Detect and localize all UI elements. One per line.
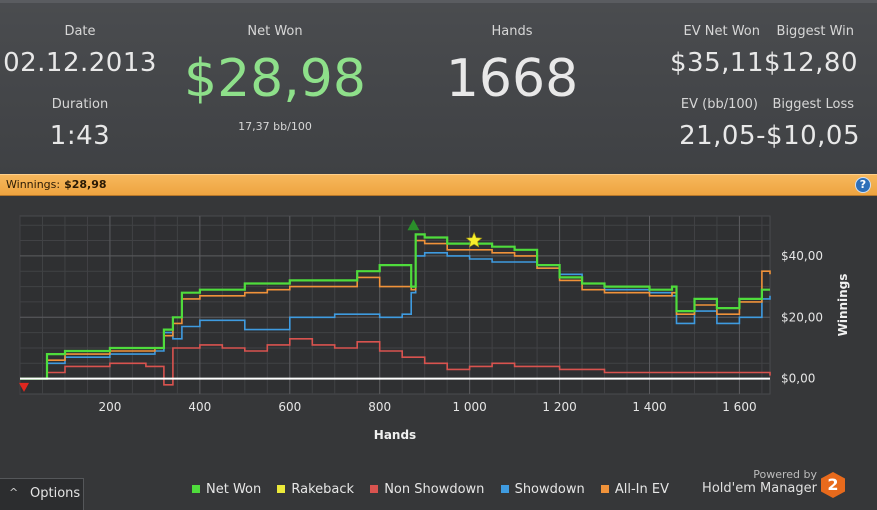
brand-name: Hold'em Manager bbox=[702, 481, 817, 496]
net-won-label: Net Won bbox=[247, 24, 303, 39]
x-axis-label: Hands bbox=[374, 428, 416, 442]
legend-non-showdown[interactable]: Non Showdown bbox=[370, 482, 484, 497]
winnings-strip: Winnings: $28,98 ? bbox=[0, 174, 877, 196]
chart-legend: Net Won Rakeback Non Showdown Showdown A… bbox=[192, 482, 681, 500]
chevron-up-icon: ^ bbox=[9, 486, 19, 499]
legend-swatch bbox=[277, 484, 286, 493]
star-marker-icon bbox=[465, 231, 483, 248]
winnings-strip-text: Winnings: $28,98 bbox=[6, 178, 107, 191]
biggest-loss-value: -$10,05 bbox=[756, 121, 860, 151]
legend-swatch bbox=[192, 484, 200, 493]
session-summary: Date 02.12.2013 Duration 1:43 Net Won $2… bbox=[0, 0, 877, 174]
net-won-value: $28,98 bbox=[184, 49, 366, 109]
legend-label: Non Showdown bbox=[384, 482, 485, 497]
powered-by-text: Powered by bbox=[753, 468, 817, 481]
x-tick-label: 1 600 bbox=[722, 400, 756, 414]
y-tick-label: $20,00 bbox=[781, 310, 823, 324]
y-tick-label: $40,00 bbox=[781, 249, 823, 263]
options-label: Options bbox=[30, 486, 81, 501]
x-tick-label: 200 bbox=[98, 400, 121, 414]
winnings-label: Winnings: bbox=[6, 178, 61, 191]
hands-label: Hands bbox=[491, 24, 533, 39]
biggest-win-label: Biggest Win bbox=[776, 24, 854, 39]
net-won-bb100: 17,37 bb/100 bbox=[238, 120, 312, 133]
x-tick-label: 400 bbox=[188, 400, 211, 414]
legend-swatch bbox=[500, 484, 509, 493]
biggest-loss-label: Biggest Loss bbox=[772, 97, 854, 112]
options-button[interactable]: ^ Options bbox=[0, 478, 84, 510]
legend-label: Rakeback bbox=[291, 482, 355, 497]
duration-value: 1:43 bbox=[49, 121, 111, 151]
legend-net-won[interactable]: Net Won bbox=[192, 482, 261, 497]
y-axis-label: Winnings bbox=[836, 274, 850, 337]
biggest-win-value: $12,80 bbox=[764, 48, 858, 78]
x-tick-label: 1 000 bbox=[452, 400, 486, 414]
plot-area bbox=[19, 215, 771, 395]
y-tick-label: $0,00 bbox=[781, 372, 815, 386]
x-tick-label: 600 bbox=[278, 400, 301, 414]
legend-swatch bbox=[370, 484, 379, 493]
hands-value: 1668 bbox=[445, 49, 579, 109]
duration-label: Duration bbox=[51, 97, 109, 112]
help-icon[interactable]: ? bbox=[855, 177, 871, 193]
legend-showdown[interactable]: Showdown bbox=[500, 482, 585, 497]
ev-bb100-value: 21,05 bbox=[679, 121, 756, 151]
legend-swatch bbox=[600, 484, 609, 493]
legend-label: Showdown bbox=[514, 482, 585, 497]
series-line bbox=[20, 338, 771, 386]
x-tick-label: 1 200 bbox=[542, 400, 576, 414]
ev-net-won-label: EV Net Won bbox=[683, 24, 760, 39]
ev-net-won-value: $35,11 bbox=[670, 48, 764, 78]
winnings-value: $28,98 bbox=[64, 178, 107, 191]
legend-all-in-ev[interactable]: All-In EV bbox=[600, 482, 669, 497]
x-tick-label: 1 400 bbox=[632, 400, 666, 414]
date-value: 02.12.2013 bbox=[3, 48, 157, 78]
low-marker-icon bbox=[19, 382, 29, 392]
date-label: Date bbox=[64, 24, 96, 39]
hm2-logo-icon: 2 bbox=[821, 472, 845, 498]
winnings-chart-panel: 200 400 600 800 1 000 1 200 1 400 1 600 $0,00 $20… bbox=[0, 196, 877, 510]
legend-label: Net Won bbox=[206, 482, 262, 497]
winnings-chart: 200 400 600 800 1 000 1 200 1 400 1 600 $0,00 $20… bbox=[19, 215, 850, 442]
ev-bb100-label: EV (bb/100) bbox=[680, 97, 758, 112]
series-line bbox=[20, 233, 770, 380]
legend-label: All-In EV bbox=[614, 482, 669, 497]
high-marker-icon bbox=[407, 219, 420, 231]
brand-block: Powered by Hold'em Manager 2 bbox=[685, 466, 845, 506]
legend-rakeback[interactable]: Rakeback bbox=[277, 482, 354, 497]
x-tick-label: 800 bbox=[368, 400, 391, 414]
